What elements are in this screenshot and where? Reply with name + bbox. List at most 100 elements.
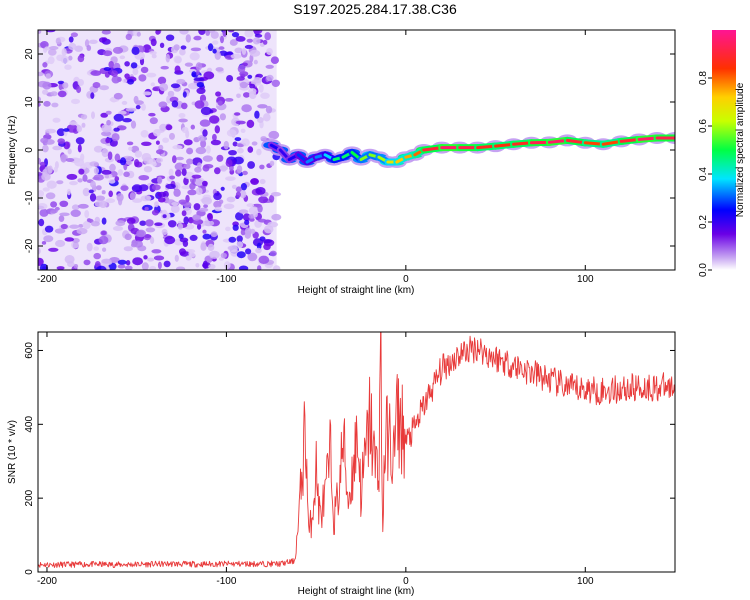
noise-blob [260,92,270,99]
noise-blob [53,166,58,173]
noise-blob [165,53,170,63]
noise-blob [68,55,73,61]
noise-blob [269,250,277,257]
y-tick-label: 200 [24,489,35,506]
noise-blob [56,128,66,137]
noise-blob [157,191,167,198]
noise-blob [157,76,167,85]
noise-blob [42,187,50,192]
noise-blob [193,77,205,82]
noise-blob [202,233,211,240]
noise-blob [262,239,272,244]
noise-blob [111,133,120,142]
noise-blob [226,196,236,203]
noise-blob [258,218,267,223]
noise-blob [245,248,252,255]
noise-blob [223,203,235,210]
noise-blob [160,65,169,70]
noise-blob [81,122,86,128]
noise-blob [241,138,250,147]
noise-blob [99,85,109,91]
noise-blob [206,67,213,73]
noise-blob [181,102,188,110]
noise-blob [247,74,253,79]
noise-blob [44,46,51,51]
noise-blob [173,55,182,64]
noise-blob [38,102,41,107]
noise-blob [185,255,192,261]
noise-blob [129,192,136,200]
noise-blob [124,73,130,79]
noise-blob [143,255,148,260]
noise-blob [179,48,186,56]
noise-blob [125,260,131,266]
noise-blob [255,247,262,254]
noise-blob [86,218,92,223]
noise-blob [59,212,70,217]
noise-blob [217,165,229,171]
noise-blob [195,147,207,155]
noise-blob [181,126,189,134]
noise-blob [149,51,157,55]
noise-blob [207,43,214,52]
noise-blob [194,166,202,173]
x-tick-label: 100 [577,274,594,285]
noise-blob [47,56,55,65]
noise-blob [41,241,47,245]
colorbar-label: Normalized spectral amplitude [735,82,746,217]
noise-blob [178,113,186,118]
noise-blob [66,173,78,180]
noise-blob [250,178,259,185]
noise-blob [42,81,52,90]
noise-blob [178,118,188,123]
noise-blob [82,174,88,182]
noise-blob [126,217,136,225]
noise-blob [200,242,207,251]
noise-blob [202,229,207,234]
noise-blob [112,46,124,54]
noise-blob [205,30,210,36]
noise-blob [225,159,233,168]
noise-blob [38,71,44,77]
noise-blob [224,98,234,102]
noise-blob [239,81,248,89]
noise-blob [146,72,157,78]
x-tick-label: 100 [577,576,594,587]
noise-blob [174,254,179,262]
noise-blob [135,105,141,110]
noise-blob [54,228,66,234]
noise-blob [223,140,229,150]
spectrogram-x-label: Height of straight line (km) [298,285,415,296]
noise-blob [102,247,107,252]
noise-blob [190,47,202,52]
noise-blob [213,192,222,201]
noise-blob [220,186,225,191]
noise-blob [151,184,161,191]
noise-blob [237,147,244,154]
noise-blob [57,90,67,98]
noise-blob [166,95,172,104]
noise-blob [56,180,64,185]
noise-blob [108,190,113,198]
noise-blob [214,206,222,212]
noise-blob [38,190,44,198]
noise-blob [165,183,176,189]
noise-blob [162,137,170,143]
noise-blob [154,222,163,226]
noise-blob [218,199,224,205]
noise-blob [207,243,215,251]
noise-blob [214,125,220,134]
noise-blob [237,143,244,148]
noise-blob [259,164,265,170]
noise-blob [76,125,83,133]
noise-blob [270,192,282,197]
noise-blob [244,227,252,236]
noise-blob [165,124,173,131]
noise-blob [169,175,176,180]
noise-blob [66,124,78,133]
noise-blob [215,67,224,72]
noise-blob [100,112,108,118]
noise-blob [263,113,271,122]
noise-blob [145,219,154,227]
